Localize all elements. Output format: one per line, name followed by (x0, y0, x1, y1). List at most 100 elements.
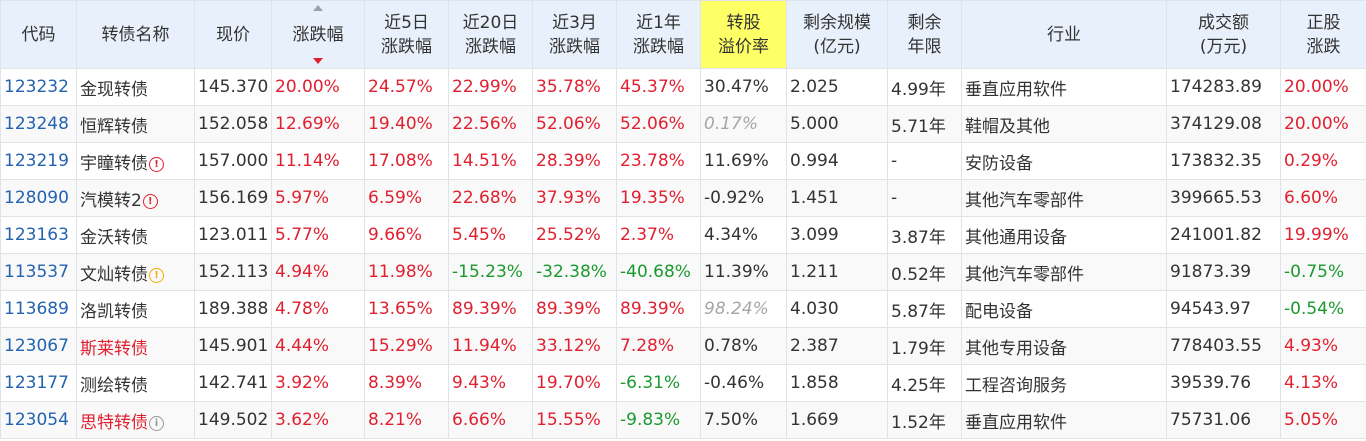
cell-price-text: 145.370 (198, 77, 269, 97)
cell-price-text: 123.011 (198, 225, 269, 245)
cell-code-text[interactable]: 113689 (4, 299, 69, 319)
sort-ascending-icon[interactable] (313, 5, 323, 11)
cell-code[interactable]: 123219 (0, 142, 77, 180)
cell-chg3m: 25.52% (532, 216, 617, 254)
table-row[interactable]: 123054 思特转债 i 149.502 3.62% 8.21% 6.66% 15.55% -… (0, 401, 1366, 439)
table-row[interactable]: 123163 金沃转债 123.011 5.77% 9.66% 5.45% 25.52% 2.… (0, 216, 1366, 254)
column-header-premium[interactable]: 转股 溢价率 (700, 0, 787, 69)
cell-name-text[interactable]: 汽模转2 (80, 190, 142, 211)
cell-name[interactable]: 文灿转债! (76, 253, 195, 291)
table-row[interactable]: 123248 恒辉转债 152.058 12.69% 19.40% 22.56% 52.06… (0, 105, 1366, 143)
cell-code-text[interactable]: 123054 (4, 410, 69, 430)
cell-change-text: 5.97% (275, 188, 330, 208)
cell-code[interactable]: 123248 (0, 105, 77, 143)
cell-name-text[interactable]: 洛凯转债 (80, 301, 148, 322)
cell-name[interactable]: 汽模转2! (76, 179, 195, 217)
cell-name[interactable]: 宇瞳转债! (76, 142, 195, 180)
cell-name-text[interactable]: 思特转债 (80, 412, 148, 433)
column-header-remain_size[interactable]: 剩余规模 (亿元) (786, 0, 888, 69)
column-header-change[interactable]: 涨跌幅 (271, 0, 365, 69)
warning-red-icon[interactable]: ! (142, 193, 158, 209)
warning-red-icon[interactable]: ! (149, 156, 164, 172)
cell-name[interactable]: 恒辉转债 (76, 105, 195, 143)
sort-descending-icon[interactable] (313, 58, 323, 64)
cell-code[interactable]: 123067 (0, 327, 77, 365)
cell-chg3m-text: 28.39% (536, 151, 601, 171)
column-header-chg5d[interactable]: 近5日 涨跌幅 (364, 0, 449, 69)
cell-remain_years: 3.87年 (887, 216, 962, 254)
cell-chg1y-text: 7.28% (620, 336, 675, 356)
table-row[interactable]: 123177 测绘转债 142.741 3.92% 8.39% 9.43% 19.70% -6… (0, 364, 1366, 402)
cell-price-text: 149.502 (198, 410, 269, 430)
cell-code-text[interactable]: 123177 (4, 373, 69, 393)
cell-price: 149.502 (194, 401, 272, 439)
column-header-industry[interactable]: 行业 (961, 0, 1167, 69)
cell-stock_change: -0.75% (1280, 253, 1366, 291)
cell-name-text[interactable]: 文灿转债 (80, 264, 148, 285)
cell-code[interactable]: 123163 (0, 216, 77, 254)
cell-code-text[interactable]: 123067 (4, 336, 69, 356)
cell-code-text[interactable]: 123232 (4, 77, 69, 97)
cell-name[interactable]: 测绘转债 (76, 364, 195, 402)
column-header-price[interactable]: 现价 (194, 0, 272, 69)
cell-name[interactable]: 思特转债 i (76, 401, 195, 439)
cell-chg5d: 15.29% (364, 327, 449, 365)
table-row[interactable]: 123232 金现转债 145.370 20.00% 24.57% 22.99% 35.78… (0, 68, 1366, 106)
cell-code-text[interactable]: 113537 (4, 262, 69, 282)
info-icon[interactable]: i (149, 415, 164, 431)
column-header-chg20d[interactable]: 近20日 涨跌幅 (448, 0, 533, 69)
cell-industry-text: 安防设备 (965, 153, 1033, 174)
cell-name[interactable]: 斯莱转债 (76, 327, 195, 365)
cell-name[interactable]: 金现转债 (76, 68, 195, 106)
cell-name[interactable]: 洛凯转债 (76, 290, 195, 328)
cell-price-text: 152.113 (198, 262, 269, 282)
cell-remain_size: 2.387 (786, 327, 888, 365)
cell-stock_change: 4.93% (1280, 327, 1366, 365)
cell-chg1y: 2.37% (616, 216, 701, 254)
cell-premium-text: 0.17% (704, 114, 759, 134)
cell-chg20d-text: -15.23% (452, 262, 523, 282)
cell-code[interactable]: 128090 (0, 179, 77, 217)
column-header-code[interactable]: 代码 (0, 0, 77, 69)
cell-name-text[interactable]: 金现转债 (80, 79, 148, 100)
column-header-turnover[interactable]: 成交额 (万元) (1166, 0, 1281, 69)
cell-code[interactable]: 113689 (0, 290, 77, 328)
table-row[interactable]: 113537 文灿转债! 152.113 4.94% 11.98% -15.23% -32.… (0, 253, 1366, 291)
cell-name[interactable]: 金沃转债 (76, 216, 195, 254)
cell-name-text[interactable]: 斯莱转债 (80, 338, 148, 359)
table-row[interactable]: 113689 洛凯转债 189.388 4.78% 13.65% 89.39% 89.39%… (0, 290, 1366, 328)
cell-code-text[interactable]: 128090 (4, 188, 69, 208)
cell-chg1y-text: 52.06% (620, 114, 685, 134)
cell-remain_years-text: - (891, 188, 898, 208)
column-header-chg3m[interactable]: 近3月 涨跌幅 (532, 0, 617, 69)
cell-premium: 0.17% (700, 105, 787, 143)
column-header-remain_years[interactable]: 剩余 年限 (887, 0, 962, 69)
cell-turnover: 241001.82 (1166, 216, 1281, 254)
cell-code[interactable]: 123054 (0, 401, 77, 439)
table-row[interactable]: 123219 宇瞳转债! 157.000 11.14% 17.08% 14.51% 28.3… (0, 142, 1366, 180)
cell-code-text[interactable]: 123248 (4, 114, 69, 134)
cell-code-text[interactable]: 123219 (4, 151, 69, 171)
column-header-chg1y[interactable]: 近1年 涨跌幅 (616, 0, 701, 69)
cell-code[interactable]: 113537 (0, 253, 77, 291)
cell-chg5d: 13.65% (364, 290, 449, 328)
cell-change-text: 4.44% (275, 336, 330, 356)
cell-name-text[interactable]: 宇瞳转债 (80, 153, 148, 174)
cell-change: 20.00% (271, 68, 365, 106)
table-row[interactable]: 128090 汽模转2! 156.169 5.97% 6.59% 22.68% 37.93%… (0, 179, 1366, 217)
table-row[interactable]: 123067 斯莱转债 145.901 4.44% 15.29% 11.94% 33.12%… (0, 327, 1366, 365)
warning-yellow-icon[interactable]: ! (149, 267, 164, 283)
column-header-label: 涨跌幅 (381, 36, 432, 57)
column-header-stock_change[interactable]: 正股 涨跌 (1280, 0, 1366, 69)
cell-code[interactable]: 123177 (0, 364, 77, 402)
cell-industry-text: 垂直应用软件 (965, 412, 1067, 433)
cell-name-text[interactable]: 恒辉转债 (80, 116, 148, 137)
column-header-name[interactable]: 转债名称 (76, 0, 195, 69)
cell-turnover-text: 778403.55 (1170, 336, 1262, 356)
cell-name-text[interactable]: 测绘转债 (80, 375, 148, 396)
cell-premium-text: -0.92% (704, 188, 765, 208)
cell-code[interactable]: 123232 (0, 68, 77, 106)
cell-code-text[interactable]: 123163 (4, 225, 69, 245)
cell-change-text: 3.62% (275, 410, 330, 430)
cell-name-text[interactable]: 金沃转债 (80, 227, 148, 248)
